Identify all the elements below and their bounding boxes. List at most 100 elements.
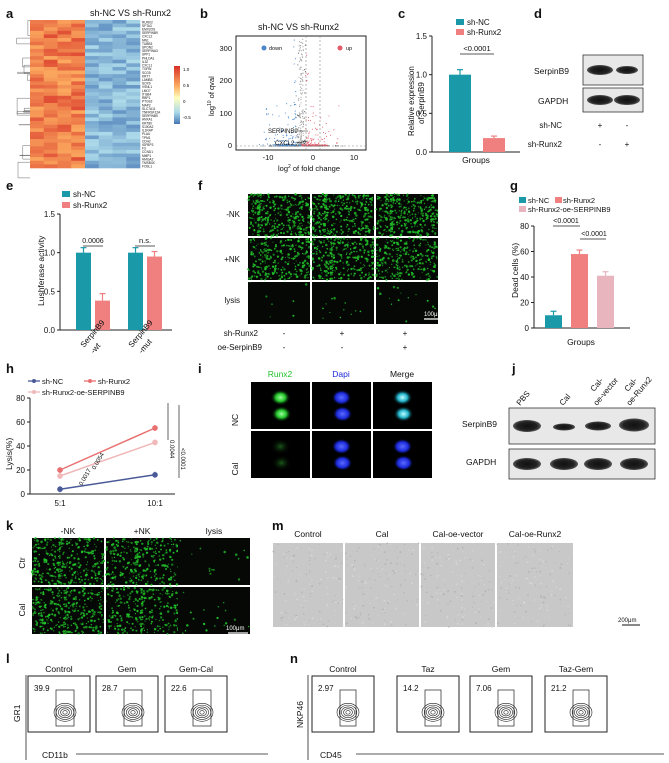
f-image-cell <box>353 250 355 252</box>
i-row-cal: Cal <box>230 463 240 476</box>
heatmap-cell <box>112 92 127 97</box>
f-image-cell <box>312 202 316 205</box>
f-image-cell <box>399 272 402 274</box>
k-image-cell <box>139 549 141 551</box>
f-image-cell <box>333 238 336 242</box>
f-image-cell <box>309 223 311 225</box>
f-image-cell <box>432 212 435 215</box>
k-image-cell <box>123 629 126 633</box>
k-image-cell <box>57 570 60 573</box>
k-image-cell <box>111 576 115 580</box>
k-image-cell <box>89 538 92 541</box>
f-image-cell <box>364 273 367 276</box>
volcano-point <box>276 133 279 135</box>
f-image-cell <box>274 267 277 271</box>
h-ytick-label: 80 <box>16 394 25 403</box>
k-image-cell <box>71 544 74 546</box>
k-image-cell <box>169 606 173 609</box>
dendrogram-branch <box>22 145 30 160</box>
m-image-texture <box>459 559 461 562</box>
m-image-texture <box>514 574 517 577</box>
f-image-cell <box>280 229 282 231</box>
k-image-cell <box>96 579 98 582</box>
k-image-cell <box>49 618 53 622</box>
f-image-cell <box>322 212 324 215</box>
f-image-cell <box>398 210 401 212</box>
k-image-cell <box>40 586 42 589</box>
heatmap-cell <box>112 113 127 118</box>
volcano-point <box>282 136 284 139</box>
f-image-cell <box>370 204 373 206</box>
volcano-point <box>316 129 318 131</box>
f-image-cell <box>377 237 380 239</box>
volcano-point <box>278 140 280 142</box>
f-image-cell <box>354 268 356 271</box>
f-image-cell <box>360 220 362 223</box>
volcano-point <box>279 144 281 146</box>
f-image-cell <box>377 269 380 272</box>
f-image-cell <box>339 316 342 319</box>
k-image-cell <box>148 588 151 591</box>
k-image-cell <box>60 577 62 579</box>
heatmap-gene-label: IL32 <box>142 60 148 64</box>
m-image-texture <box>370 554 372 556</box>
k-image-cell <box>40 580 43 584</box>
f-image-cell <box>319 199 321 201</box>
k-image-cell <box>158 551 160 553</box>
m-image-texture <box>567 606 569 608</box>
f-image-cell <box>414 221 417 224</box>
f-image-cell <box>379 224 381 226</box>
k-image-cell <box>127 594 129 596</box>
f-image-cell <box>403 210 406 213</box>
k-image-cell <box>140 629 143 632</box>
heatmap-cell <box>85 153 100 158</box>
m-image-texture <box>359 611 361 613</box>
f-image-cell <box>259 259 261 261</box>
f-image-cell <box>371 241 374 244</box>
k-image-cell <box>35 550 38 553</box>
k-image-cell <box>175 611 179 615</box>
f-image-cell <box>320 218 322 221</box>
m-image-texture <box>534 567 536 569</box>
k-image-cell <box>140 549 142 551</box>
k-image-cell <box>155 541 159 545</box>
m-image-texture <box>517 544 519 546</box>
f-image-cell <box>287 278 289 280</box>
d-sign: + <box>598 121 603 130</box>
k-image-cell <box>60 569 63 572</box>
f-image-cell <box>394 209 396 211</box>
c-legend-swatch-r <box>456 29 464 35</box>
f-image-cell <box>366 194 370 198</box>
g-ytick-label: 20 <box>520 299 529 308</box>
heatmap-cell <box>30 66 45 71</box>
f-image-cell <box>391 277 394 280</box>
f-image-cell <box>436 246 439 249</box>
heatmap-header: sh-NC VS sh-Runx2 <box>90 8 171 18</box>
f-image-cell <box>395 211 398 214</box>
f-image-cell <box>406 218 410 221</box>
f-image-cell <box>349 202 351 204</box>
k-image-cell <box>64 616 67 619</box>
k-image-cell <box>74 609 77 612</box>
heatmap-cell <box>85 88 100 93</box>
h-annotation: <0.0001 <box>179 448 185 471</box>
f-image-cell <box>400 229 404 233</box>
m-image-texture <box>482 593 485 596</box>
f-image-cell <box>431 206 433 209</box>
f-image-cell <box>250 221 253 224</box>
d-row-label-2: sh-Runx2 <box>528 140 563 149</box>
f-image-cell <box>346 260 349 264</box>
m-image-texture <box>514 550 516 553</box>
k-image-cell <box>150 622 153 625</box>
f-image-cell <box>354 241 356 243</box>
panel-label-d: d <box>534 6 542 21</box>
m-image-texture <box>393 593 395 596</box>
f-image-cell <box>376 267 378 269</box>
f-image-cell <box>419 242 422 245</box>
m-image-texture <box>383 584 386 587</box>
f-image-cell <box>324 251 327 254</box>
k-image-cell <box>54 557 57 560</box>
f-image-cell <box>352 218 354 221</box>
f-image-cell <box>426 299 429 302</box>
f-image-cell <box>428 257 430 259</box>
